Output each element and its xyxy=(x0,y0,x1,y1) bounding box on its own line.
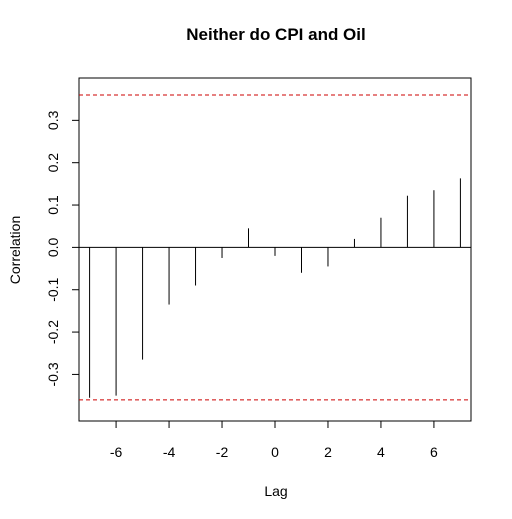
plot-area xyxy=(79,94,471,401)
y-tick-label: 0.1 xyxy=(45,195,61,215)
x-tick-label: -6 xyxy=(110,444,123,460)
x-tick-label: 2 xyxy=(324,444,332,460)
y-tick-label: -0.3 xyxy=(45,362,61,386)
x-tick-label: 4 xyxy=(377,444,385,460)
y-tick-label: 0.0 xyxy=(45,237,61,257)
y-tick-label: -0.2 xyxy=(45,320,61,344)
y-tick-label: 0.2 xyxy=(45,153,61,173)
x-axis: -6 -4 -2 0 2 4 6 xyxy=(110,420,438,460)
y-axis: -0.3 -0.2 -0.1 0.0 0.1 0.2 0.3 xyxy=(45,110,80,386)
x-tick-label: 0 xyxy=(271,444,279,460)
y-tick-label: 0.3 xyxy=(45,110,61,130)
y-axis-label: Correlation xyxy=(7,216,23,284)
x-tick-label: 6 xyxy=(430,444,438,460)
chart-title: Neither do CPI and Oil xyxy=(186,25,365,44)
x-tick-label: -2 xyxy=(216,444,229,460)
x-axis-label: Lag xyxy=(264,483,287,499)
x-tick-label: -4 xyxy=(163,444,176,460)
y-tick-label: -0.1 xyxy=(45,277,61,301)
